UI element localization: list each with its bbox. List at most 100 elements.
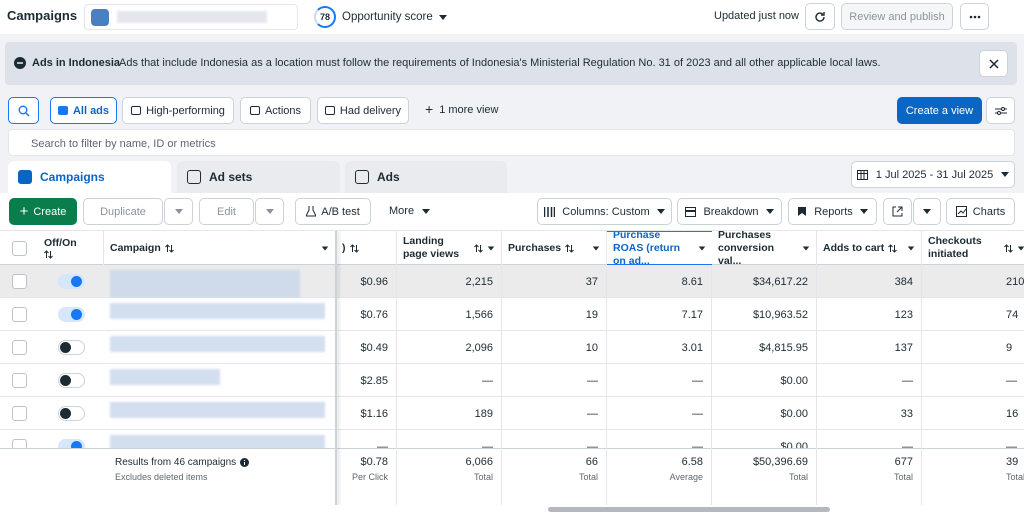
footer-value: $0.78 [360, 456, 388, 468]
header-label: Purchases [508, 242, 561, 255]
view-tab[interactable]: High-performing [122, 97, 234, 124]
duplicate-menu[interactable] [164, 198, 193, 225]
notice-banner: Ads in Indonesia Ads that include Indone… [5, 42, 1017, 85]
campaign-name-blurred [110, 336, 325, 352]
footer-cell: 6,066Total [397, 448, 502, 505]
footer-cell: 39Total [922, 448, 1024, 505]
close-button[interactable] [979, 50, 1008, 77]
more-button[interactable]: More [389, 205, 430, 217]
object-tab[interactable]: Ad sets [177, 161, 340, 193]
search-input[interactable]: Search to filter by name, ID or metrics [8, 129, 1015, 156]
table-cell: 9 [922, 331, 1024, 364]
breakdown-button[interactable]: Breakdown [677, 198, 782, 225]
table-cell: $4,815.95 [712, 331, 817, 364]
summary-text: Results from 46 campaigns [115, 457, 236, 468]
reports-button[interactable]: Reports [788, 198, 877, 225]
footer-value: 677 [895, 456, 913, 468]
tab-label: Ads [377, 170, 400, 184]
ab-test-button[interactable]: A/B test [295, 198, 371, 225]
table-cell: 2,096 [397, 331, 502, 364]
view-tab[interactable]: Had delivery [317, 97, 409, 124]
score-dropdown[interactable]: Opportunity score [342, 11, 447, 23]
object-tab[interactable]: Ads [345, 161, 507, 193]
column-header[interactable]: Purchases [502, 231, 607, 265]
campaign-header[interactable]: Campaign [104, 231, 336, 265]
table-cell: 2,215 [397, 265, 502, 298]
score-badge: 78 [314, 6, 336, 28]
account-selector[interactable] [84, 4, 298, 30]
create-view-button[interactable]: Create a view [897, 97, 982, 124]
more-options-button[interactable] [960, 3, 989, 30]
refresh-button[interactable] [805, 3, 835, 30]
view-icon [131, 106, 141, 115]
view-tab[interactable]: All ads [50, 97, 117, 124]
publish-button[interactable]: Review and publish [841, 3, 953, 30]
table-cell: 16 [922, 397, 1024, 430]
search-button[interactable] [8, 97, 39, 124]
footer-cell: $50,396.69Total [712, 448, 817, 505]
toggle-knob [71, 276, 82, 287]
notice-title: Ads in Indonesia [32, 57, 120, 69]
more-views-label: 1 more view [439, 104, 498, 116]
table-cell: $2.85 [336, 364, 397, 397]
date-range-picker[interactable]: 1 Jul 2025 - 31 Jul 2025 [851, 161, 1015, 188]
export-button[interactable] [883, 198, 912, 225]
toggle-knob [60, 342, 71, 353]
view-tab[interactable]: Actions [240, 97, 311, 124]
charts-button[interactable]: Charts [946, 198, 1015, 225]
row-checkbox[interactable] [12, 373, 27, 388]
campaign-name-blurred [110, 303, 325, 319]
row-checkbox[interactable] [12, 406, 27, 421]
more-views[interactable]: +1 more view [425, 104, 498, 116]
toggle-switch[interactable] [58, 274, 85, 289]
column-header[interactable]: Adds to cart [817, 231, 922, 265]
row-checkbox[interactable] [12, 307, 27, 322]
edit-menu[interactable] [255, 198, 284, 225]
table-cell: $0.49 [336, 331, 397, 364]
column-header[interactable]: Checkouts initiated [922, 231, 1024, 265]
select-all-checkbox[interactable] [12, 241, 27, 256]
edit-button[interactable]: Edit [199, 198, 254, 225]
row-checkbox[interactable] [12, 340, 27, 355]
table-cell: 210 [922, 265, 1024, 298]
footer-cell: 677Total [817, 448, 922, 505]
table-cell: $0.76 [336, 298, 397, 331]
toggle-knob [60, 375, 71, 386]
toggle-knob [71, 309, 82, 320]
campaign-name-blurred [110, 369, 220, 385]
column-header[interactable]: ) [336, 231, 397, 265]
create-button[interactable]: +Create [9, 198, 77, 225]
tab-icon [355, 170, 369, 184]
view-settings-button[interactable] [986, 97, 1015, 124]
table-cell: — [397, 364, 502, 397]
footer-label: Total [579, 472, 598, 482]
table-cell: $0.00 [712, 397, 817, 430]
export-menu[interactable] [913, 198, 941, 225]
table-cell: — [817, 364, 922, 397]
view-icon [325, 106, 335, 115]
toggle-switch[interactable] [58, 307, 85, 322]
frozen-divider [335, 231, 337, 505]
toggle-switch[interactable] [58, 373, 85, 388]
footer-cell: 66 Total [502, 448, 607, 505]
table-cell: 1,566 [397, 298, 502, 331]
columns-button[interactable]: Columns: Custom [537, 198, 672, 225]
column-header[interactable]: Purchases conversion val... [712, 231, 817, 265]
object-tab[interactable]: Campaigns [8, 161, 171, 193]
toggle-switch[interactable] [58, 406, 85, 421]
column-header[interactable]: Landing page views [397, 231, 502, 265]
footer-value: 66 [586, 456, 598, 468]
header-label: Adds to cart [823, 242, 884, 255]
footer-label: Per Click [352, 472, 388, 482]
table-cell: — [502, 364, 607, 397]
duplicate-button[interactable]: Duplicate [83, 198, 163, 225]
account-name-blurred [117, 11, 267, 23]
column-header[interactable]: Purchase ROAS (return on ad... [607, 231, 712, 265]
table-cell: 384 [817, 265, 922, 298]
table-cell: 7.17 [607, 298, 712, 331]
row-checkbox[interactable] [12, 274, 27, 289]
toggle-switch[interactable] [58, 340, 85, 355]
table-cell: — [607, 397, 712, 430]
header-label: ) [342, 242, 346, 255]
horizontal-scrollbar[interactable] [548, 507, 830, 512]
